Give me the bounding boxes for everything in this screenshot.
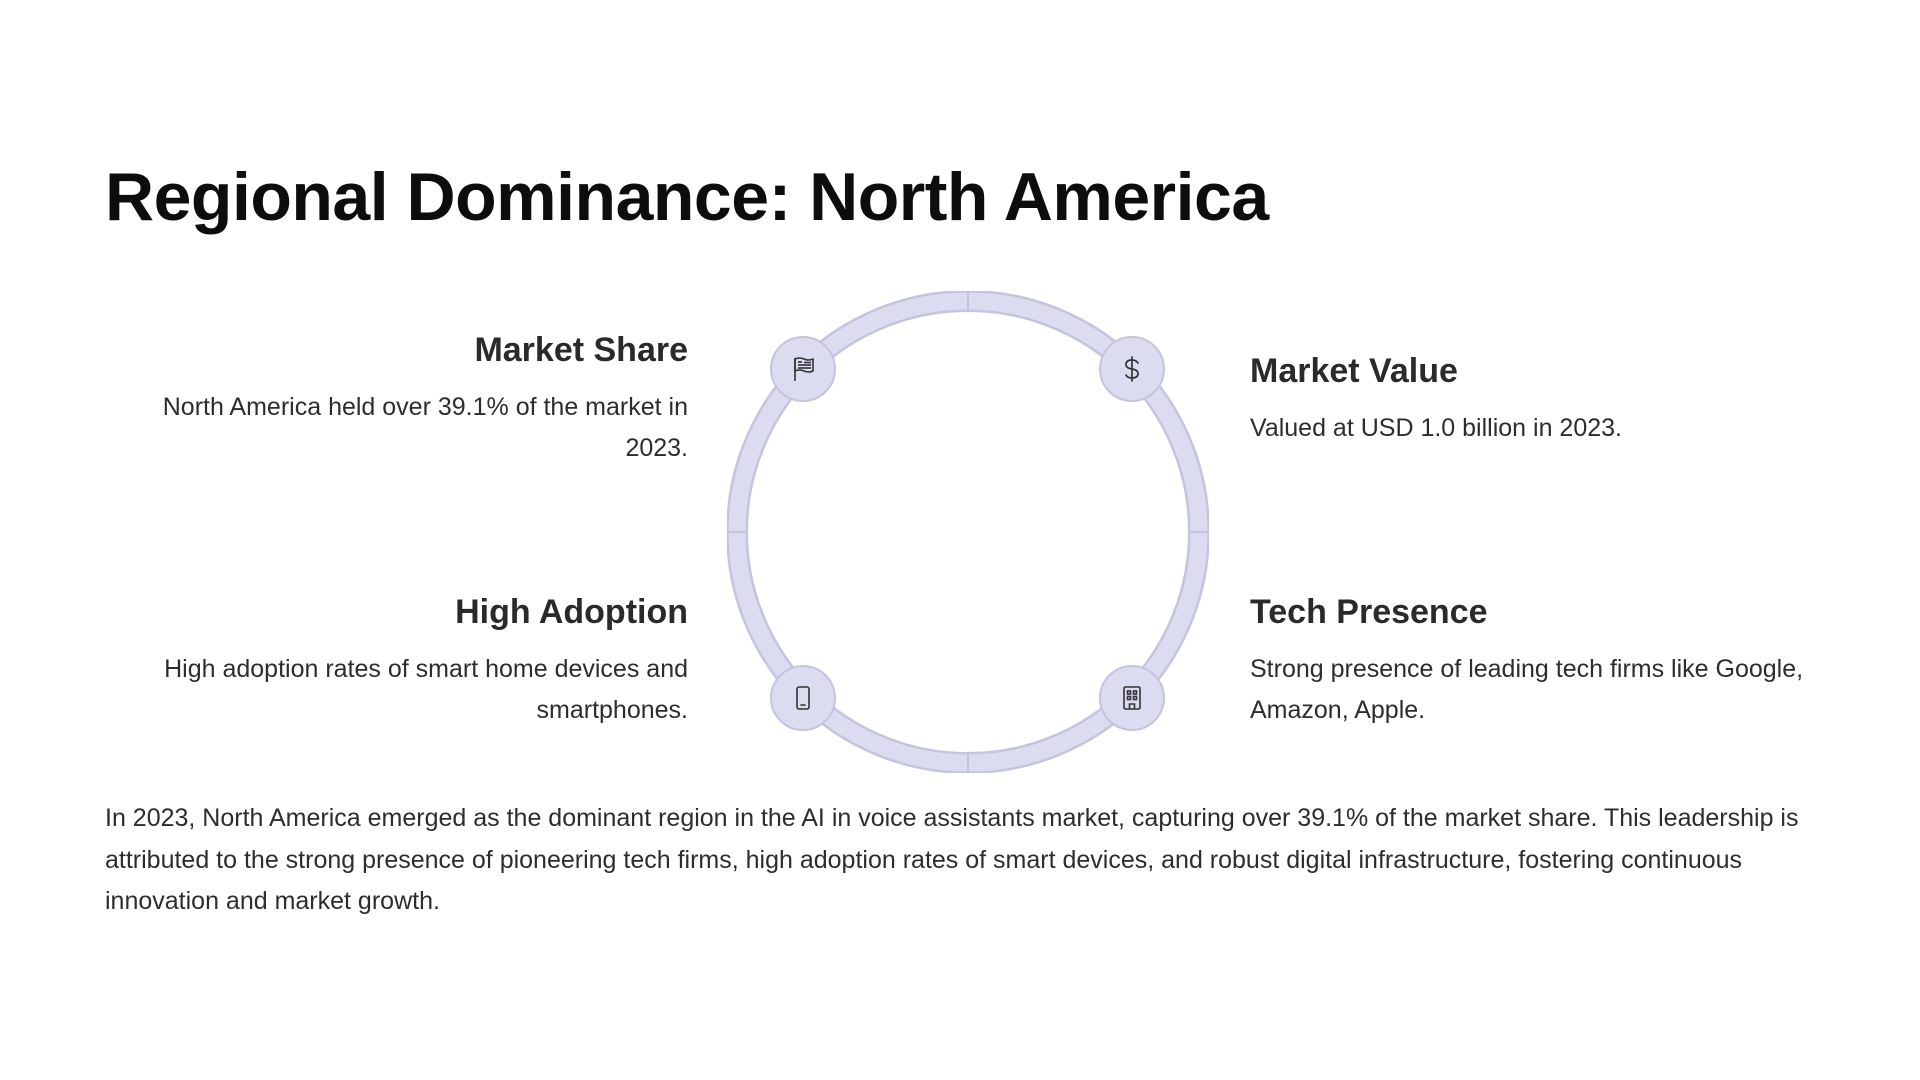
summary-paragraph: In 2023, North America emerged as the do… — [105, 804, 1799, 915]
smartphone-icon — [770, 665, 836, 731]
flag-icon — [770, 336, 836, 402]
point-heading: Tech Presence — [1250, 593, 1488, 631]
point-high-adoption: High Adoption High adoption rates of sma… — [103, 592, 688, 731]
page-title: Regional Dominance: North America — [105, 159, 1269, 235]
point-text: Strong presence of leading tech firms li… — [1250, 654, 1804, 724]
building-icon — [1099, 665, 1165, 731]
cycle-ring — [727, 291, 1209, 773]
point-market-value: Market Value Valued at USD 1.0 billion i… — [1250, 351, 1835, 449]
point-heading: High Adoption — [455, 593, 688, 631]
point-market-share: Market Share North America held over 39.… — [103, 330, 688, 469]
dollar-icon — [1099, 336, 1165, 402]
point-text: North America held over 39.1% of the mar… — [162, 392, 688, 462]
point-tech-presence: Tech Presence Strong presence of leading… — [1250, 592, 1835, 731]
point-text: Valued at USD 1.0 billion in 2023. — [1250, 413, 1622, 442]
point-heading: Market Value — [1250, 352, 1458, 390]
point-heading: Market Share — [474, 331, 688, 369]
point-text: High adoption rates of smart home device… — [164, 654, 688, 724]
